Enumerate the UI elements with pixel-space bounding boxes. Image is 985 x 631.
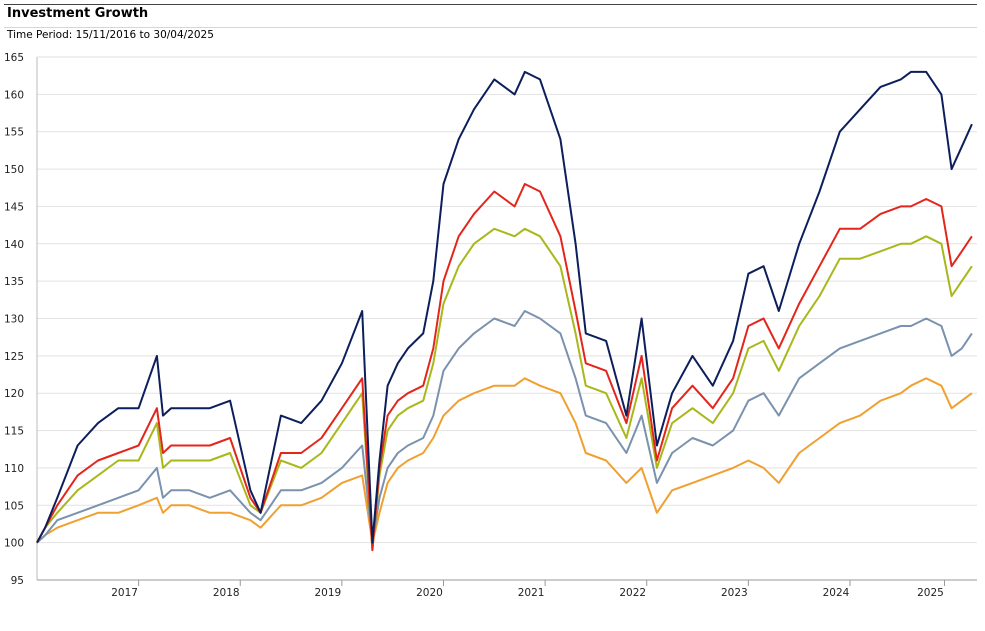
y-tick-label: 115 xyxy=(4,426,24,438)
x-tick-label: 2023 xyxy=(721,587,748,599)
x-tick-label: 2019 xyxy=(314,587,341,599)
x-tick-label: 2018 xyxy=(213,587,240,599)
y-tick-label: 120 xyxy=(4,388,24,400)
y-tick-label: 145 xyxy=(4,201,24,213)
series-lines xyxy=(36,70,973,552)
chart-title: Investment Growth xyxy=(7,6,149,21)
chart-subtitle: Time Period: 15/11/2016 to 30/04/2025 xyxy=(7,29,214,41)
x-tick-label: 2025 xyxy=(917,587,944,599)
y-tick-label: 160 xyxy=(4,89,24,101)
x-tick-label: 2024 xyxy=(823,587,850,599)
axes xyxy=(36,57,977,586)
gridlines xyxy=(37,56,977,581)
y-tick-label: 150 xyxy=(4,164,24,176)
series-line-3 xyxy=(36,227,973,552)
y-tick-label: 110 xyxy=(4,463,24,475)
header-divider xyxy=(4,27,977,28)
x-axis-tick-labels: 2017 2018 2019 2020 2021 2022 2023 2024 2025 xyxy=(111,587,944,599)
series-line-2 xyxy=(36,183,973,552)
y-tick-label: 165 xyxy=(4,52,24,64)
series-line-1 xyxy=(36,70,973,544)
y-tick-label: 105 xyxy=(4,500,24,512)
x-tick-label: 2017 xyxy=(111,587,138,599)
x-tick-label: 2022 xyxy=(619,587,646,599)
y-tick-label: 95 xyxy=(11,575,24,587)
y-tick-label: 155 xyxy=(4,127,24,139)
series-line-4 xyxy=(36,310,973,544)
y-tick-label: 100 xyxy=(4,538,24,550)
period-value: 15/11/2016 to 30/04/2025 xyxy=(75,29,214,41)
y-tick-label: 140 xyxy=(4,239,24,251)
y-tick-label: 125 xyxy=(4,351,24,363)
x-tick-label: 2021 xyxy=(518,587,545,599)
header-top-rule xyxy=(4,4,977,5)
y-tick-label: 135 xyxy=(4,276,24,288)
y-axis-tick-labels: 95 100 105 110 115 120 125 130 135 140 145 150 155 16… xyxy=(4,52,24,587)
y-tick-label: 130 xyxy=(4,314,24,326)
period-label: Time Period: xyxy=(7,29,73,41)
x-tick-label: 2020 xyxy=(416,587,443,599)
series-line-5 xyxy=(36,377,973,544)
